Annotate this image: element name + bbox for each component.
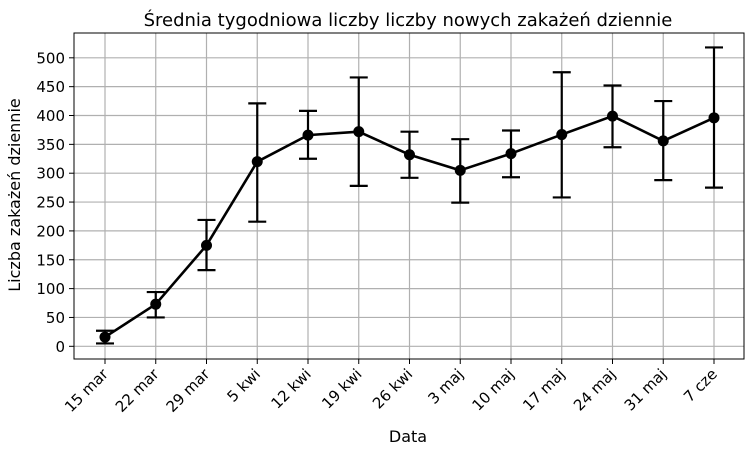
data-point [404,149,415,161]
data-point [505,148,517,160]
data-point [150,298,162,310]
data-point [302,129,314,141]
y-tick-label: 250 [36,194,65,212]
y-tick-label: 100 [36,280,65,298]
y-tick-label: 400 [36,107,65,125]
data-point [251,156,263,168]
data-point [454,164,466,176]
data-point [708,112,720,124]
data-series [99,110,720,343]
data-point [657,135,669,147]
data-point [353,126,365,138]
y-axis-ticks: 0 50 100 150 200 250 300 350 400 450 500 [36,49,74,356]
y-tick-label: 50 [46,309,65,327]
y-tick-label: 150 [36,251,65,269]
y-tick-label: 200 [36,222,65,240]
y-tick-label: 0 [55,338,65,356]
y-tick-label: 450 [36,78,65,96]
data-point [99,331,111,343]
y-axis-label: Liczba zakażeń dziennie [5,98,24,291]
data-point [607,110,618,122]
x-axis-label: Data [389,427,427,446]
y-tick-label: 300 [36,165,65,183]
data-point [556,129,568,141]
y-tick-label: 500 [36,49,65,67]
data-point [201,239,212,251]
chart-title: Średnia tygodniowa liczby liczby nowych … [144,9,673,31]
y-tick-label: 350 [36,136,65,154]
